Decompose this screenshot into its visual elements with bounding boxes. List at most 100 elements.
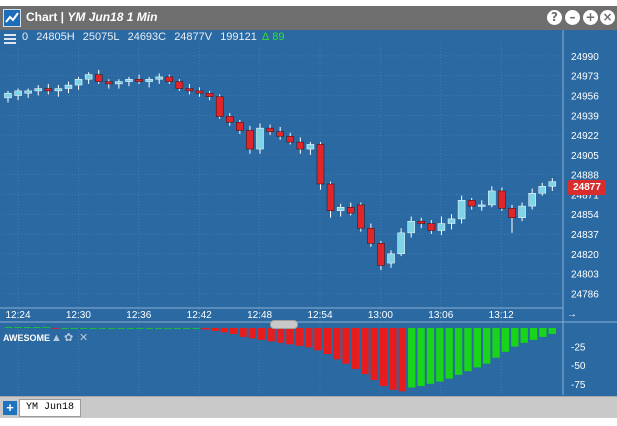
osc-bar bbox=[286, 327, 294, 345]
osc-y-tick-label: -25 bbox=[571, 343, 586, 354]
help-button[interactable]: ? bbox=[547, 10, 562, 25]
minimize-button[interactable]: – bbox=[565, 10, 580, 25]
candle-body bbox=[226, 116, 234, 123]
chart-panel[interactable]: 24990 24973 24956 24939 24922 24905 24888 24871… bbox=[0, 30, 617, 396]
osc-bar bbox=[539, 327, 547, 337]
y-tick-label: 24786 bbox=[571, 289, 599, 300]
osc-bar bbox=[79, 327, 88, 329]
candle-body bbox=[24, 90, 32, 94]
osc-bar bbox=[314, 327, 322, 351]
y-tick-label: 24939 bbox=[571, 111, 599, 122]
candle-body bbox=[417, 220, 426, 224]
candle-body bbox=[508, 208, 516, 218]
osc-bar bbox=[295, 327, 303, 346]
candle-body bbox=[64, 84, 73, 89]
osc-bar bbox=[14, 327, 22, 329]
candle-body bbox=[115, 81, 123, 85]
candle-body bbox=[427, 223, 436, 231]
candle-body bbox=[407, 220, 415, 234]
osc-bar bbox=[370, 327, 378, 381]
osc-bar bbox=[304, 327, 313, 348]
hamburger-menu-icon[interactable] bbox=[4, 33, 16, 45]
candle-body bbox=[175, 81, 184, 89]
osc-bar bbox=[417, 327, 425, 387]
x-tick-label: 13:00 bbox=[368, 310, 393, 321]
candle-body bbox=[306, 144, 315, 150]
osc-bar bbox=[61, 327, 69, 329]
quote-readout: 0 24805H 25075L 24693C 24877V 199121 Δ 89 bbox=[22, 31, 290, 43]
osc-bar bbox=[239, 327, 247, 337]
osc-bar bbox=[473, 327, 482, 368]
osc-bar bbox=[398, 327, 407, 392]
window-subtitle: YM Jun18 1 Min bbox=[67, 10, 158, 24]
osc-bar bbox=[98, 327, 107, 329]
osc-bar bbox=[361, 327, 369, 375]
osc-bar bbox=[492, 327, 500, 358]
candle-body bbox=[125, 78, 133, 82]
current-price-tag: 24877 bbox=[568, 179, 606, 195]
awesome-oscillator-series bbox=[5, 327, 556, 392]
osc-bar bbox=[51, 327, 60, 329]
settings-icon[interactable]: ✿ bbox=[64, 332, 74, 344]
osc-bar bbox=[529, 327, 538, 340]
osc-bar bbox=[211, 327, 219, 331]
osc-bar bbox=[70, 327, 78, 329]
y-tick-label: 24871 bbox=[571, 190, 599, 201]
osc-bar bbox=[454, 327, 463, 375]
candle-body bbox=[246, 130, 254, 150]
candle-body bbox=[165, 76, 174, 82]
candle-body bbox=[467, 200, 476, 207]
osc-bar bbox=[248, 327, 257, 339]
move-up-icon[interactable]: ▲ bbox=[51, 332, 62, 344]
x-tick-label: 12:30 bbox=[66, 310, 91, 321]
candle-body bbox=[397, 232, 405, 255]
symbol-tab-strip: + YM Jun18 bbox=[0, 396, 617, 418]
quote-last: 24877V bbox=[174, 31, 213, 43]
osc-y-tick-label: -75 bbox=[571, 380, 586, 391]
osc-bar bbox=[426, 327, 435, 384]
candle-body bbox=[14, 90, 22, 96]
y-tick-label: 24820 bbox=[571, 250, 599, 261]
osc-bar bbox=[145, 327, 153, 329]
osc-bar bbox=[229, 327, 238, 334]
symbol-tab[interactable]: YM Jun18 bbox=[19, 399, 82, 417]
osc-bar bbox=[548, 327, 556, 334]
osc-bar bbox=[23, 327, 32, 329]
candle-body bbox=[195, 90, 204, 94]
close-button[interactable]: × bbox=[600, 10, 615, 25]
osc-bar bbox=[483, 327, 491, 364]
expand-arrow-icon[interactable]: → bbox=[567, 309, 577, 320]
candle-body bbox=[135, 78, 143, 82]
osc-bar bbox=[276, 327, 285, 343]
candlestick-chart[interactable]: 24990 24973 24956 24939 24922 24905 24888 24871… bbox=[0, 30, 617, 396]
candle-body bbox=[296, 141, 305, 150]
quote-change: 89 bbox=[272, 31, 285, 43]
osc-bar bbox=[351, 327, 360, 369]
osc-bar bbox=[511, 327, 519, 347]
quote-low: 25075L bbox=[82, 31, 120, 43]
osc-bar bbox=[408, 327, 416, 388]
osc-bar bbox=[42, 327, 50, 329]
chart-app-icon bbox=[3, 9, 21, 27]
x-tick-label: 12:48 bbox=[247, 310, 272, 321]
y-tick-label: 24905 bbox=[571, 151, 599, 162]
pane-resize-handle[interactable] bbox=[270, 320, 298, 329]
osc-bar bbox=[436, 327, 444, 382]
candle-body bbox=[205, 92, 214, 97]
osc-bar bbox=[342, 327, 350, 364]
x-tick-label: 12:24 bbox=[5, 310, 30, 321]
remove-indicator-icon[interactable]: ✕ bbox=[79, 332, 89, 344]
osc-bar bbox=[201, 327, 210, 330]
title-bar[interactable]: Chart | YM Jun18 1 Min ? – + × bbox=[0, 6, 617, 30]
osc-bar bbox=[117, 327, 125, 329]
candle-body bbox=[316, 144, 325, 185]
candle-body bbox=[437, 223, 446, 231]
candle-body bbox=[326, 183, 335, 211]
candle-body bbox=[94, 74, 103, 82]
y-tick-label: 24956 bbox=[571, 92, 599, 103]
candle-body bbox=[548, 181, 557, 187]
candle-body bbox=[185, 88, 194, 92]
maximize-button[interactable]: + bbox=[583, 10, 598, 25]
candle-body bbox=[215, 96, 224, 117]
add-tab-button[interactable]: + bbox=[3, 401, 17, 415]
